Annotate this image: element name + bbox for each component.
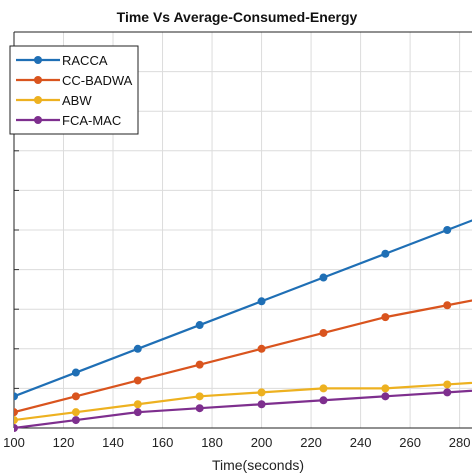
series-fca-mac	[14, 388, 472, 432]
data-point	[257, 400, 266, 409]
data-point	[195, 321, 204, 330]
legend-item: ABW	[16, 93, 92, 108]
data-point	[133, 400, 142, 409]
x-axis-label: Time(seconds)	[212, 457, 304, 473]
series-cc-badwa	[14, 299, 472, 417]
data-point	[71, 416, 80, 425]
legend-label: FCA-MAC	[62, 113, 121, 128]
data-point	[381, 384, 390, 393]
data-point	[257, 388, 266, 397]
legend-label: RACCA	[62, 53, 108, 68]
x-tick-label: 220	[300, 435, 322, 450]
legend-marker	[34, 76, 42, 84]
series-layer	[14, 219, 472, 432]
legend: RACCA CC-BADWA ABW FCA-MAC	[9, 45, 139, 135]
data-point	[443, 380, 452, 389]
data-point	[443, 388, 452, 397]
legend-item: CC-BADWA	[16, 73, 133, 88]
data-point	[71, 408, 80, 417]
data-point	[319, 328, 328, 337]
data-point	[71, 392, 80, 401]
x-tick-labels: 100 120 140 160 180 200 220 240 260 280	[3, 435, 470, 450]
data-point	[14, 408, 18, 417]
data-point	[195, 392, 204, 401]
series-line	[14, 219, 472, 398]
data-point	[443, 301, 452, 310]
data-point	[319, 396, 328, 405]
data-point	[14, 392, 18, 401]
data-point	[319, 384, 328, 393]
series-abw	[14, 380, 472, 425]
x-tick-label: 160	[152, 435, 174, 450]
legend-label: CC-BADWA	[62, 73, 133, 88]
x-tick-label: 100	[3, 435, 25, 450]
data-point	[133, 344, 142, 353]
data-point	[257, 344, 266, 353]
data-point	[14, 424, 18, 432]
data-point	[381, 392, 390, 401]
data-point	[195, 360, 204, 369]
chart-title: Time Vs Average-Consumed-Energy	[117, 9, 358, 25]
legend-marker	[34, 96, 42, 104]
data-point	[71, 368, 80, 377]
data-point	[443, 226, 452, 234]
x-tick-label: 140	[102, 435, 124, 450]
data-point	[133, 376, 142, 385]
data-point	[381, 249, 390, 258]
legend-item: RACCA	[16, 53, 108, 68]
legend-item: FCA-MAC	[16, 113, 121, 128]
series-racca	[14, 219, 472, 401]
data-point	[257, 297, 266, 306]
legend-marker	[34, 116, 42, 124]
x-tick-label: 240	[350, 435, 372, 450]
data-point	[195, 404, 204, 413]
data-point	[381, 313, 390, 322]
x-tick-label: 120	[53, 435, 75, 450]
data-point	[14, 416, 18, 425]
legend-label: ABW	[62, 93, 92, 108]
x-tick-label: 280	[449, 435, 471, 450]
grid	[14, 32, 472, 428]
legend-marker	[34, 56, 42, 64]
x-tick-label: 200	[251, 435, 273, 450]
x-tick-label: 260	[399, 435, 421, 450]
data-point	[319, 273, 328, 282]
series-line	[14, 381, 472, 422]
data-point	[133, 408, 142, 417]
x-tick-label: 180	[201, 435, 223, 450]
